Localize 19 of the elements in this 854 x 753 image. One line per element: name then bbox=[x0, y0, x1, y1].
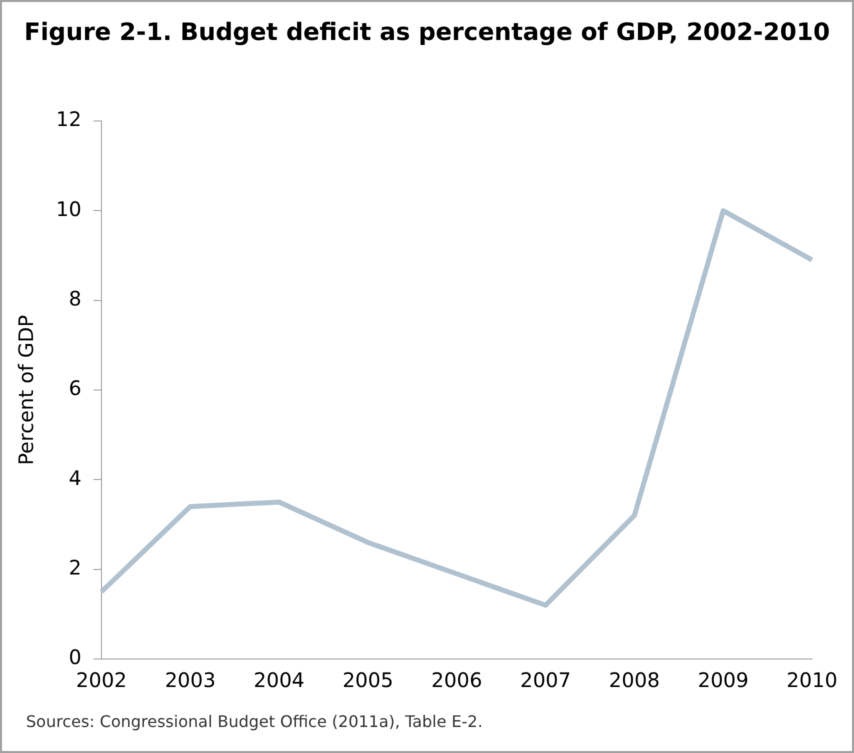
y-tick-label: 2 bbox=[68, 556, 82, 580]
x-tick-label: 2003 bbox=[164, 668, 216, 692]
x-tick-label: 2007 bbox=[520, 668, 571, 692]
x-tick-label: 2009 bbox=[698, 668, 749, 692]
chart-title: Figure 2-1. Budget deficit as percentage of GDP, 2002-2010 bbox=[23, 17, 831, 48]
y-tick-label: 12 bbox=[56, 107, 82, 132]
y-tick-label: 0 bbox=[68, 645, 82, 670]
x-tick-label: 2006 bbox=[431, 668, 482, 692]
x-tick-label: 2010 bbox=[786, 668, 838, 692]
x-tick-label: 2004 bbox=[254, 668, 305, 692]
x-tick-label: 2008 bbox=[608, 668, 660, 692]
y-tick-label: 10 bbox=[56, 196, 82, 221]
x-tick-label: 2002 bbox=[76, 668, 127, 692]
y-tick-label: 6 bbox=[68, 376, 82, 400]
y-tick-label: 4 bbox=[68, 466, 82, 490]
x-tick-label: 2005 bbox=[342, 668, 394, 692]
y-axis-title: Percent of GDP bbox=[14, 314, 38, 466]
y-tick-label: 8 bbox=[68, 286, 82, 311]
source-note: Sources: Congressional Budget Office (2011a), Table E-2. bbox=[26, 712, 483, 731]
